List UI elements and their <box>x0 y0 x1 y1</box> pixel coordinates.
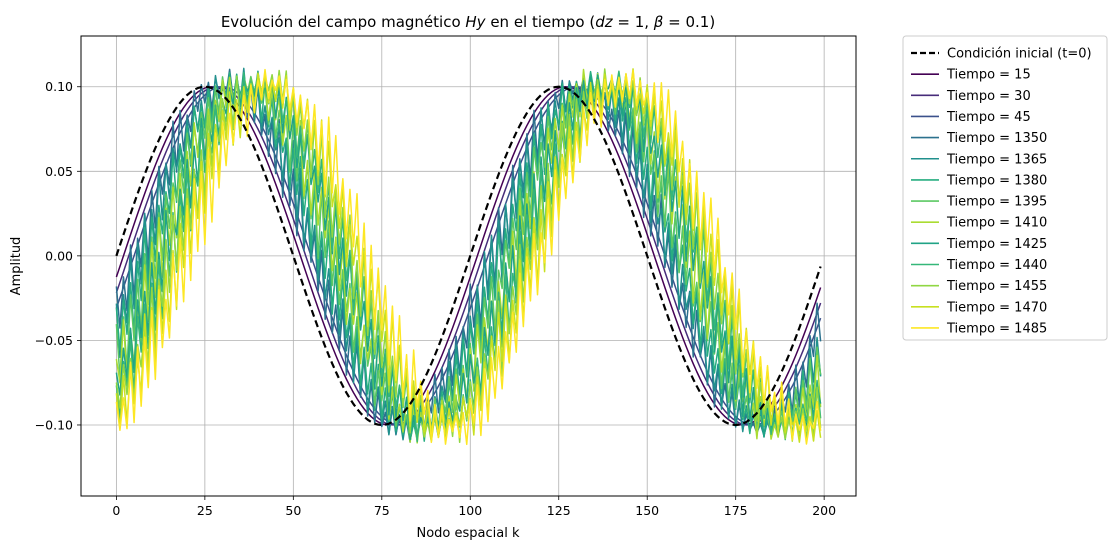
x-axis-label: Nodo espacial k <box>416 526 519 541</box>
y-tick-label: 0.05 <box>45 164 73 179</box>
legend-label: Tiempo = 1365 <box>946 152 1047 167</box>
series-line <box>115 70 822 441</box>
legend-label: Tiempo = 45 <box>946 110 1031 125</box>
x-tick-label: 125 <box>547 503 571 518</box>
axis-ticks: 0 25 50 75 100 125 150 175 200 −0.10 −0.05 0.00 0.05… <box>35 79 836 518</box>
legend-label: Tiempo = 1380 <box>946 173 1047 188</box>
legend-label: Tiempo = 1455 <box>946 279 1047 294</box>
y-tick-label: 0.10 <box>45 79 73 94</box>
x-tick-label: 0 <box>112 503 120 518</box>
x-tick-label: 175 <box>724 503 748 518</box>
legend-label: Tiempo = 1440 <box>946 258 1047 273</box>
x-tick-label: 200 <box>812 503 836 518</box>
legend-label: Tiempo = 1470 <box>946 300 1047 315</box>
x-tick-label: 150 <box>635 503 659 518</box>
series-line <box>115 68 822 444</box>
legend: Condición inicial (t=0) Tiempo = 15 Tiempo… <box>902 35 1108 341</box>
legend-label: Tiempo = 1410 <box>946 216 1047 231</box>
y-tick-label: 0.00 <box>45 248 73 263</box>
y-axis-label: Amplitud <box>9 237 24 296</box>
x-tick-label: 25 <box>197 503 213 518</box>
legend-box <box>902 35 1108 341</box>
legend-label: Tiempo = 1395 <box>946 195 1047 210</box>
x-tick-label: 100 <box>458 503 482 518</box>
chart-title: Evolución del campo magnético Hy en el t… <box>221 13 715 31</box>
series-lines <box>115 67 822 446</box>
legend-label: Condición inicial (t=0) <box>947 47 1092 62</box>
series-line <box>115 85 822 427</box>
x-tick-label: 75 <box>374 503 390 518</box>
legend-label: Tiempo = 30 <box>946 89 1031 104</box>
legend-label: Tiempo = 1485 <box>946 321 1047 336</box>
plot-frame <box>80 35 857 497</box>
legend-label: Tiempo = 1350 <box>946 131 1047 146</box>
legend-label: Tiempo = 1425 <box>946 237 1047 252</box>
x-tick-label: 50 <box>285 503 301 518</box>
legend-label: Tiempo = 15 <box>946 68 1031 83</box>
y-tick-label: −0.10 <box>35 417 73 432</box>
y-tick-label: −0.05 <box>35 333 73 348</box>
series-line <box>115 68 822 446</box>
